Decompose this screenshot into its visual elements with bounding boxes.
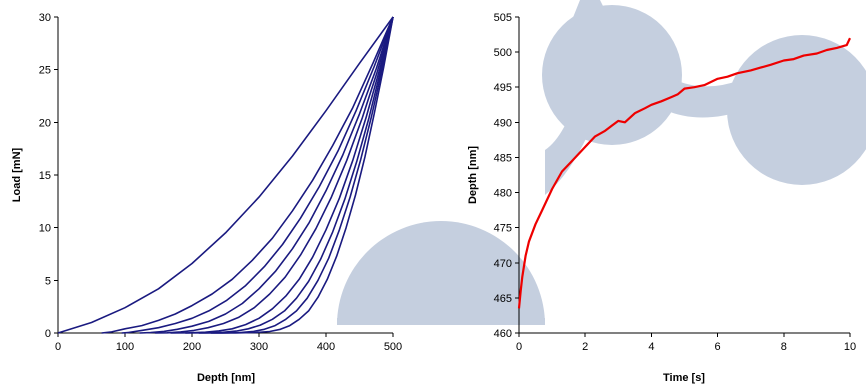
x-tick-label: 300 xyxy=(250,341,268,353)
y-tick-label: 480 xyxy=(494,188,512,200)
series-line-8 xyxy=(210,16,394,334)
x-axis-label: Time [s] xyxy=(663,372,705,384)
series-group xyxy=(517,37,851,309)
x-tick-label: 6 xyxy=(715,341,721,353)
watermark-link-right xyxy=(665,75,745,118)
series-line-6 xyxy=(185,16,394,334)
series-line-2 xyxy=(121,16,394,334)
y-tick-label: 30 xyxy=(39,12,51,24)
y-axis-label: Depth [nm] xyxy=(467,146,479,204)
watermark-circle-top xyxy=(542,5,682,145)
series-group xyxy=(57,16,394,334)
x-tick-label: 10 xyxy=(844,341,856,353)
x-tick-label: 2 xyxy=(582,341,588,353)
y-tick-label: 500 xyxy=(494,47,512,59)
x-tick-label: 4 xyxy=(648,341,654,353)
series-line-1 xyxy=(101,16,394,334)
y-tick-label: 460 xyxy=(494,328,512,340)
x-ticks: 0 2 4 6 8 10 xyxy=(516,333,856,353)
y-tick-label: 20 xyxy=(39,117,51,129)
background-logo-watermark xyxy=(337,0,866,325)
y-tick-label: 475 xyxy=(494,223,512,235)
series-line-3 xyxy=(139,16,394,334)
x-tick-label: 100 xyxy=(116,341,134,353)
series-line-0 xyxy=(57,16,394,334)
y-axis-label: Load [mN] xyxy=(11,147,23,202)
watermark-circle-bottom xyxy=(337,221,545,325)
y-tick-label: 5 xyxy=(45,275,51,287)
series-line-0 xyxy=(517,37,851,309)
watermark-stem-top xyxy=(572,0,606,20)
series-line-7 xyxy=(198,16,394,334)
series-line-5 xyxy=(170,16,394,334)
x-tick-label: 400 xyxy=(317,341,335,353)
x-tick-label: 500 xyxy=(384,341,402,353)
x-tick-label: 200 xyxy=(183,341,201,353)
y-tick-label: 10 xyxy=(39,223,51,235)
x-tick-label: 8 xyxy=(781,341,787,353)
y-ticks: 0 5 10 15 20 25 30 xyxy=(39,12,58,340)
y-tick-label: 485 xyxy=(494,152,512,164)
depth-time-chart: 460 465 470 475 480 485 490 495 500 505 0 2 4 6 8 10 T… xyxy=(467,12,856,384)
watermark-base xyxy=(337,318,545,325)
y-tick-label: 495 xyxy=(494,82,512,94)
watermark-circle-right xyxy=(727,35,866,185)
series-line-4 xyxy=(155,16,394,334)
x-tick-label: 0 xyxy=(516,341,522,353)
x-axis-label: Depth [nm] xyxy=(197,372,255,384)
y-tick-label: 25 xyxy=(39,65,51,77)
y-tick-label: 470 xyxy=(494,258,512,270)
y-ticks: 460 465 470 475 480 485 490 495 500 505 xyxy=(494,12,519,340)
y-tick-label: 15 xyxy=(39,170,51,182)
watermark-link-left xyxy=(545,110,590,195)
y-tick-label: 505 xyxy=(494,12,512,24)
x-ticks: 0 100 200 300 400 500 xyxy=(55,333,402,353)
load-depth-chart: 0 5 10 15 20 25 30 0 100 200 300 400 500 Depth [nm]… xyxy=(11,12,402,384)
y-tick-label: 465 xyxy=(494,293,512,305)
y-tick-label: 490 xyxy=(494,117,512,129)
y-tick-label: 0 xyxy=(45,328,51,340)
x-tick-label: 0 xyxy=(55,341,61,353)
